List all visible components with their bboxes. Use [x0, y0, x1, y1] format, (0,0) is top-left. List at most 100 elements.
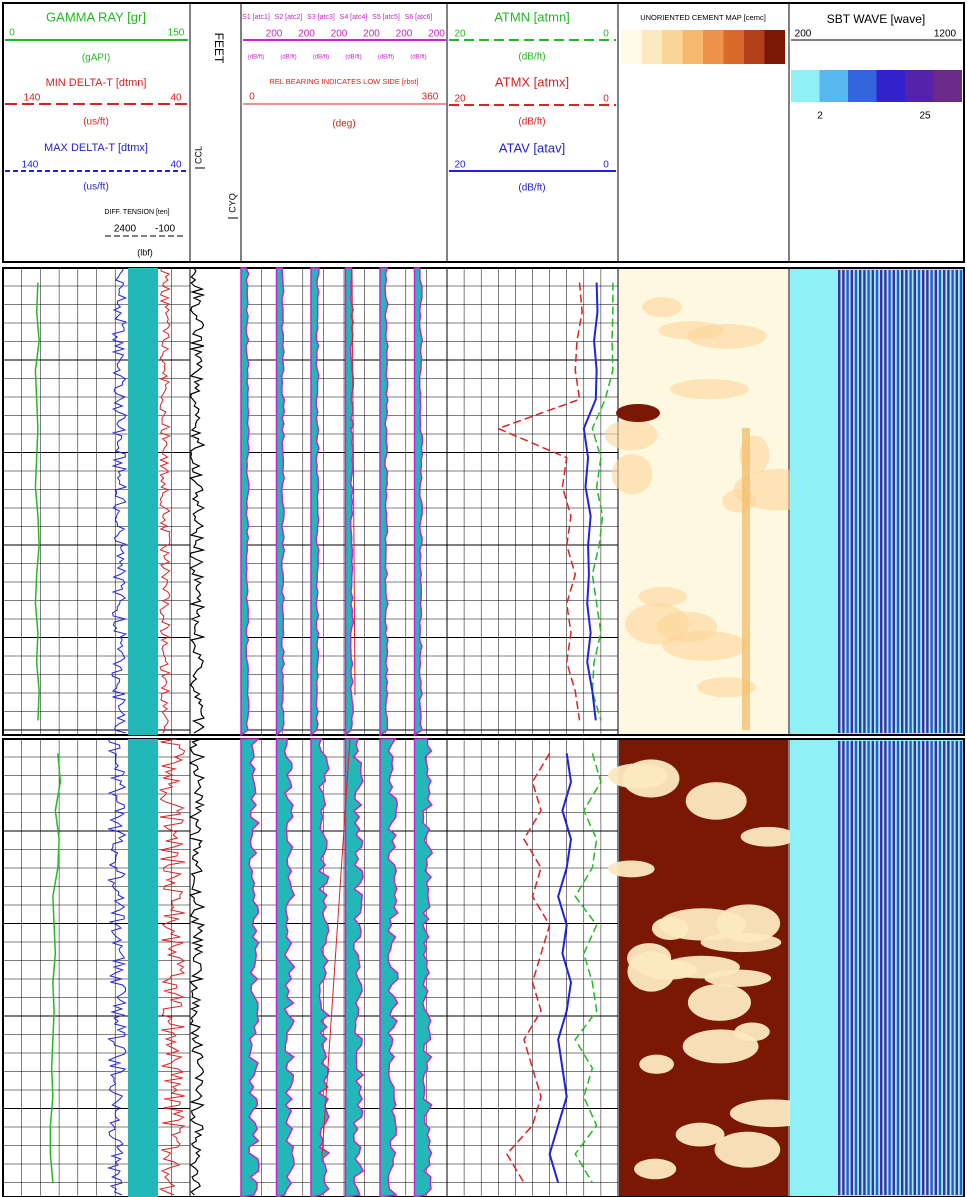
- label: (gAPI): [82, 53, 110, 64]
- wave-stripe: [918, 270, 920, 733]
- wave-stripe: [855, 270, 857, 733]
- label: 20: [454, 160, 466, 171]
- label: (dB/ft): [345, 55, 361, 61]
- atmn-curve: [575, 753, 601, 1182]
- wave-stripe: [876, 270, 878, 733]
- wave-stripe: [863, 270, 865, 733]
- wave-stripe: [901, 741, 903, 1195]
- wave-stripe: [846, 270, 848, 733]
- wave-stripe: [851, 741, 853, 1195]
- label: 0: [249, 92, 255, 103]
- label: 0: [9, 28, 15, 39]
- wave-stripe: [842, 741, 844, 1195]
- wave-stripe: [956, 741, 958, 1195]
- wave-stripe: [905, 741, 907, 1195]
- sector-fill: [415, 268, 423, 735]
- cement-patch: [634, 1159, 676, 1180]
- color-cell: [683, 30, 704, 64]
- color-cell: [724, 30, 745, 64]
- label: S4 [atc4]: [340, 14, 368, 21]
- wave-stripe: [859, 741, 861, 1195]
- label: DIFF. TENSION [ten]: [104, 209, 169, 216]
- cement-patch: [642, 297, 682, 317]
- color-cell: [662, 30, 683, 64]
- wave-stripe: [893, 270, 895, 733]
- cement-patch: [638, 587, 687, 607]
- cement-patch: [623, 759, 680, 797]
- wave-stripe: [867, 741, 869, 1195]
- ccl-curve: [190, 268, 204, 733]
- label: REL BEARING INDICATES LOW SIDE [rbst]: [269, 77, 418, 86]
- wave-stripe: [951, 741, 953, 1195]
- cement-stripe: [742, 428, 750, 730]
- label: (lbf): [137, 247, 153, 257]
- label: (us/ft): [83, 182, 109, 193]
- cement-patch: [734, 1023, 769, 1042]
- wave-stripe: [951, 270, 953, 733]
- label: (deg): [332, 119, 355, 130]
- label: SBT WAVE [wave]: [827, 12, 925, 26]
- label: 200: [396, 29, 413, 40]
- label: S3 [atc3]: [307, 14, 335, 21]
- wave-stripe: [888, 741, 890, 1195]
- label: CCL: [193, 146, 203, 164]
- wave-stripe: [880, 270, 882, 733]
- cement-patch: [657, 611, 718, 642]
- wave-stripe: [884, 270, 886, 733]
- wave-stripe: [939, 741, 941, 1195]
- wave-stripe: [918, 741, 920, 1195]
- atmx-curve: [507, 753, 550, 1182]
- sector-fill: [311, 739, 329, 1197]
- color-cell: [791, 70, 820, 102]
- label: 0: [603, 160, 609, 171]
- wave-stripe: [943, 741, 945, 1195]
- cement-patch: [688, 984, 751, 1021]
- wave-stripe: [888, 270, 890, 733]
- label: 200: [428, 29, 445, 40]
- wave-stripe: [922, 741, 924, 1195]
- color-cell: [621, 30, 642, 64]
- label: 150: [168, 28, 185, 39]
- cement-patch: [627, 943, 671, 973]
- label: (dB/ft): [378, 55, 394, 61]
- label: 200: [795, 29, 812, 40]
- label: ATMN [atmn]: [494, 9, 570, 24]
- label: 20: [454, 94, 466, 105]
- color-cell: [642, 30, 663, 64]
- label: 140: [24, 93, 41, 104]
- label: S2 [atc2]: [275, 14, 303, 21]
- label: 0: [603, 29, 609, 40]
- color-cell: [848, 70, 877, 102]
- wave-stripe: [960, 270, 962, 733]
- wave-stripe: [897, 270, 899, 733]
- cement-patch: [686, 782, 747, 820]
- label: (us/ft): [83, 117, 109, 128]
- wave-stripe: [893, 741, 895, 1195]
- label: S1 [atc1]: [242, 14, 270, 21]
- wave-stripe: [838, 741, 840, 1195]
- wave-stripe: [855, 741, 857, 1195]
- label: S5 [atc5]: [372, 14, 400, 21]
- wave-stripe: [863, 741, 865, 1195]
- wave-stripe: [939, 270, 941, 733]
- wave-stripe: [943, 270, 945, 733]
- label: 40: [170, 93, 182, 104]
- atmx-curve: [498, 283, 582, 721]
- wave-stripe: [838, 270, 840, 733]
- cement-patch: [670, 379, 749, 399]
- cement-patch: [659, 908, 746, 940]
- label: 140: [22, 160, 39, 171]
- label: FEET: [212, 33, 226, 64]
- label: 200: [331, 29, 348, 40]
- wave-stripe: [930, 741, 932, 1195]
- atav-curve: [550, 753, 571, 1182]
- atav-curve: [584, 283, 598, 721]
- max-delta-t-curve: [108, 739, 126, 1195]
- sector-fill: [415, 739, 433, 1197]
- max-delta-t-curve: [112, 268, 126, 733]
- label: 1200: [934, 29, 957, 40]
- label: (dB/ft): [248, 55, 264, 61]
- wave-stripe: [922, 270, 924, 733]
- gamma-ray-curve: [35, 283, 39, 721]
- label: 2: [817, 111, 823, 122]
